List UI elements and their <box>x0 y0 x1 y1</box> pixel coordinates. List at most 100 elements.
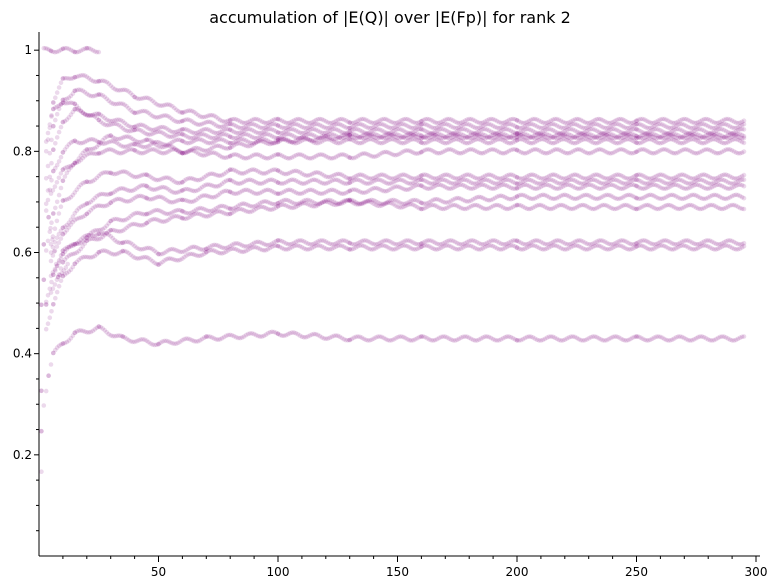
data-point <box>546 132 552 138</box>
data-point <box>297 116 303 122</box>
data-point <box>355 127 361 132</box>
data-point <box>735 120 741 126</box>
data-point <box>48 48 54 54</box>
data-point <box>49 309 54 314</box>
data-point <box>132 124 137 130</box>
data-point <box>225 122 231 127</box>
data-point <box>650 120 655 126</box>
data-point <box>508 121 514 127</box>
data-point <box>58 102 64 107</box>
data-point <box>90 48 96 53</box>
data-point <box>56 175 62 181</box>
data-point <box>154 126 159 132</box>
data-point <box>496 132 502 138</box>
data-point <box>582 119 587 125</box>
data-point <box>225 126 231 132</box>
data-point <box>538 137 544 142</box>
data-point <box>506 127 512 133</box>
data-point <box>60 46 66 52</box>
data-point <box>604 120 609 125</box>
data-point <box>688 133 693 139</box>
data-point <box>385 138 390 143</box>
data-point <box>455 125 460 131</box>
data-point <box>668 136 673 142</box>
data-point <box>239 136 245 142</box>
data-point <box>562 125 568 131</box>
data-point <box>56 103 62 108</box>
data-point <box>568 139 574 145</box>
data-point <box>427 135 432 141</box>
data-point <box>642 135 647 140</box>
data-point <box>309 126 315 132</box>
data-point <box>705 139 711 144</box>
data-point <box>142 108 147 114</box>
data-point <box>223 122 229 128</box>
data-point <box>385 124 390 130</box>
data-point <box>626 125 631 131</box>
data-point <box>682 116 687 122</box>
data-point <box>231 140 237 145</box>
data-point <box>723 135 729 141</box>
data-point <box>650 131 655 137</box>
data-point <box>648 129 653 134</box>
data-point <box>431 119 436 124</box>
data-point <box>100 114 105 119</box>
data-point <box>395 139 400 144</box>
data-point <box>697 126 703 132</box>
data-point <box>741 195 747 201</box>
data-point <box>626 136 631 142</box>
data-point <box>275 116 281 122</box>
data-point <box>267 122 273 128</box>
data-point <box>701 128 707 134</box>
data-point <box>45 321 51 327</box>
data-point <box>261 137 267 142</box>
data-point <box>662 135 667 141</box>
data-point <box>423 135 428 141</box>
data-point <box>458 123 464 129</box>
data-point <box>98 92 103 97</box>
data-point <box>572 140 578 146</box>
data-point <box>315 135 321 140</box>
data-point <box>72 101 78 107</box>
data-point <box>399 127 404 132</box>
data-point <box>395 126 400 132</box>
data-point <box>703 129 709 135</box>
data-point <box>192 109 197 115</box>
data-point <box>233 139 239 144</box>
data-point <box>237 125 243 131</box>
data-point <box>178 131 183 137</box>
data-point <box>674 120 679 125</box>
data-point <box>51 106 56 112</box>
data-point <box>291 140 297 146</box>
data-point <box>506 140 512 146</box>
data-point <box>345 137 351 142</box>
data-point <box>536 134 542 140</box>
data-point <box>654 126 659 132</box>
data-point <box>622 137 627 143</box>
data-point <box>560 133 566 138</box>
data-point <box>142 95 147 101</box>
data-point <box>407 117 412 123</box>
data-point <box>112 139 117 144</box>
data-point <box>622 134 627 140</box>
data-point <box>321 138 327 143</box>
data-point <box>190 135 195 141</box>
data-point <box>648 125 653 131</box>
data-point <box>128 142 133 148</box>
data-point <box>560 137 566 142</box>
data-point <box>731 133 737 138</box>
data-point <box>303 132 309 138</box>
data-point <box>556 124 562 129</box>
data-point <box>166 114 171 119</box>
data-point <box>369 125 374 131</box>
data-point <box>578 124 583 130</box>
data-point <box>741 133 747 139</box>
data-point <box>429 137 434 143</box>
data-point <box>419 126 424 132</box>
data-point <box>538 130 544 135</box>
data-point <box>725 135 731 141</box>
data-point <box>70 91 76 96</box>
data-point <box>616 140 621 146</box>
data-point <box>496 136 502 142</box>
data-point <box>656 118 661 123</box>
